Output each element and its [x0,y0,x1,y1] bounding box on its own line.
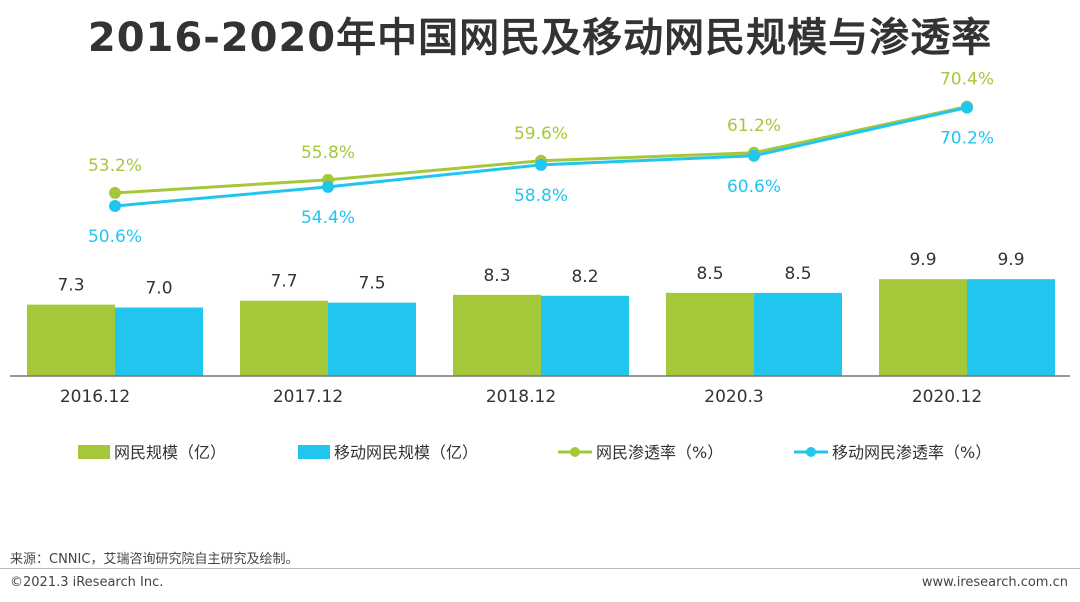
bar [453,294,541,376]
bar-value-label: 9.9 [909,250,936,270]
x-tick-label: 2020.12 [912,387,982,407]
legend-swatch [298,445,330,459]
bar-value-label: 7.0 [145,279,172,299]
copyright-text: ©2021.3 iResearch Inc. [10,575,164,590]
x-tick-label: 2020.3 [704,387,763,407]
bar-value-label: 7.5 [358,274,385,294]
bar [240,300,328,376]
legend-label: 移动网民渗透率（%） [832,443,991,462]
bar-value-label: 8.3 [483,266,510,286]
bar [967,279,1055,376]
bar-value-label: 8.5 [784,264,811,284]
website-link[interactable]: www.iresearch.com.cn [921,575,1068,590]
legend-marker [806,447,816,457]
line-value-label: 60.6% [727,177,781,197]
line-value-label: 59.6% [514,124,568,144]
line-value-label: 70.2% [940,129,994,149]
series-line [114,105,968,195]
x-tick-label: 2016.12 [60,387,130,407]
bar [328,302,416,376]
bar [27,304,115,376]
line-point [748,149,760,162]
chart-title: 2016-2020年中国网民及移动网民规模与渗透率 [87,15,993,61]
line-value-label: 53.2% [88,156,142,176]
line-value-label: 58.8% [514,186,568,206]
legend-marker [570,447,580,457]
bar-value-label: 8.5 [696,264,723,284]
x-tick-label: 2018.12 [486,387,556,407]
bar [879,279,967,376]
legend-swatch [78,445,110,459]
line-value-label: 70.4% [940,70,994,90]
line-point [109,186,121,199]
bar-value-label: 9.9 [997,250,1024,270]
bar-value-label: 8.2 [571,267,598,287]
bar [754,292,842,376]
legend-label: 移动网民规模（亿） [334,443,478,462]
bar [115,307,203,376]
legend-label: 网民规模（亿） [114,443,226,462]
line-value-label: 55.8% [301,143,355,163]
x-tick-label: 2017.12 [273,387,343,407]
legend-label: 网民渗透率（%） [596,443,723,462]
line-point [322,180,334,193]
footer-divider [0,568,1080,569]
bar [666,292,754,376]
line-value-label: 54.4% [301,208,355,228]
line-value-label: 61.2% [727,116,781,136]
line-value-label: 50.6% [88,227,142,247]
line-point [535,158,547,171]
source-note: 来源：CNNIC，艾瑞咨询研究院自主研究及绘制。 [10,552,299,567]
bar-value-label: 7.7 [270,272,297,292]
line-point [961,101,973,114]
bar-value-label: 7.3 [57,276,84,296]
bar [541,295,629,376]
line-point [109,199,121,212]
